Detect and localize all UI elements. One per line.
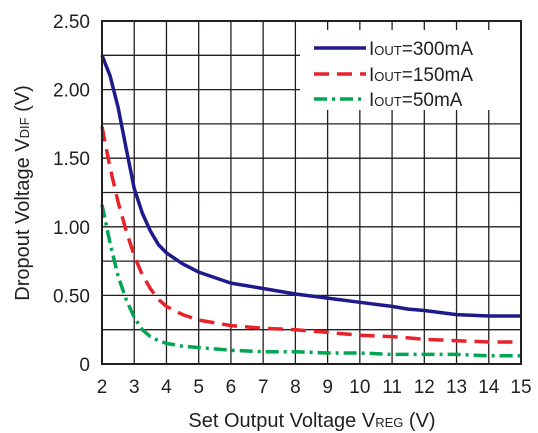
y-tick-label: 2.50 [53,12,90,33]
x-tick-labels: 2 3 4 5 6 7 8 9 10 11 12 13 14 15 [97,377,532,398]
x-tick-label: 10 [349,377,370,398]
y-tick-labels: 0 0.50 1.00 1.50 2.00 2.50 [53,12,90,376]
x-tick-label: 9 [322,377,333,398]
x-axis-title: Set Output Voltage VREG (V) [188,410,435,432]
x-tick-label: 7 [258,377,269,398]
legend-box [300,30,520,110]
x-tick-label: 4 [161,377,172,398]
y-axis-title: Dropout Voltage VDIF (V) [12,85,34,301]
y-tick-label: 2.00 [53,81,90,102]
x-tick-label: 11 [382,377,402,398]
y-tick-label: 1.50 [53,149,90,170]
series-line [100,204,521,358]
series-line [100,126,521,344]
x-tick-label: 6 [226,377,237,398]
y-tick-label: 0 [79,355,90,376]
y-tick-label: 0.50 [53,286,90,307]
y-tick-label: 1.00 [53,218,90,239]
legend: IOUT=300mA IOUT=150mA IOUT=50mA [314,39,473,111]
series-line [100,54,521,318]
legend-label: IOUT=150mA [369,65,473,86]
x-tick-label: 8 [290,377,301,398]
x-tick-label: 3 [129,377,140,398]
x-tick-label: 14 [478,377,500,398]
x-tick-label: 12 [414,377,435,398]
plot-frame [101,20,522,365]
x-tick-label: 2 [97,377,108,398]
legend-label: IOUT=300mA [369,39,473,60]
x-tick-label: 13 [446,377,467,398]
x-tick-label: 15 [510,377,531,398]
x-tick-label: 5 [193,377,204,398]
series-lines [100,54,521,358]
legend-label: IOUT=50mA [369,90,463,111]
